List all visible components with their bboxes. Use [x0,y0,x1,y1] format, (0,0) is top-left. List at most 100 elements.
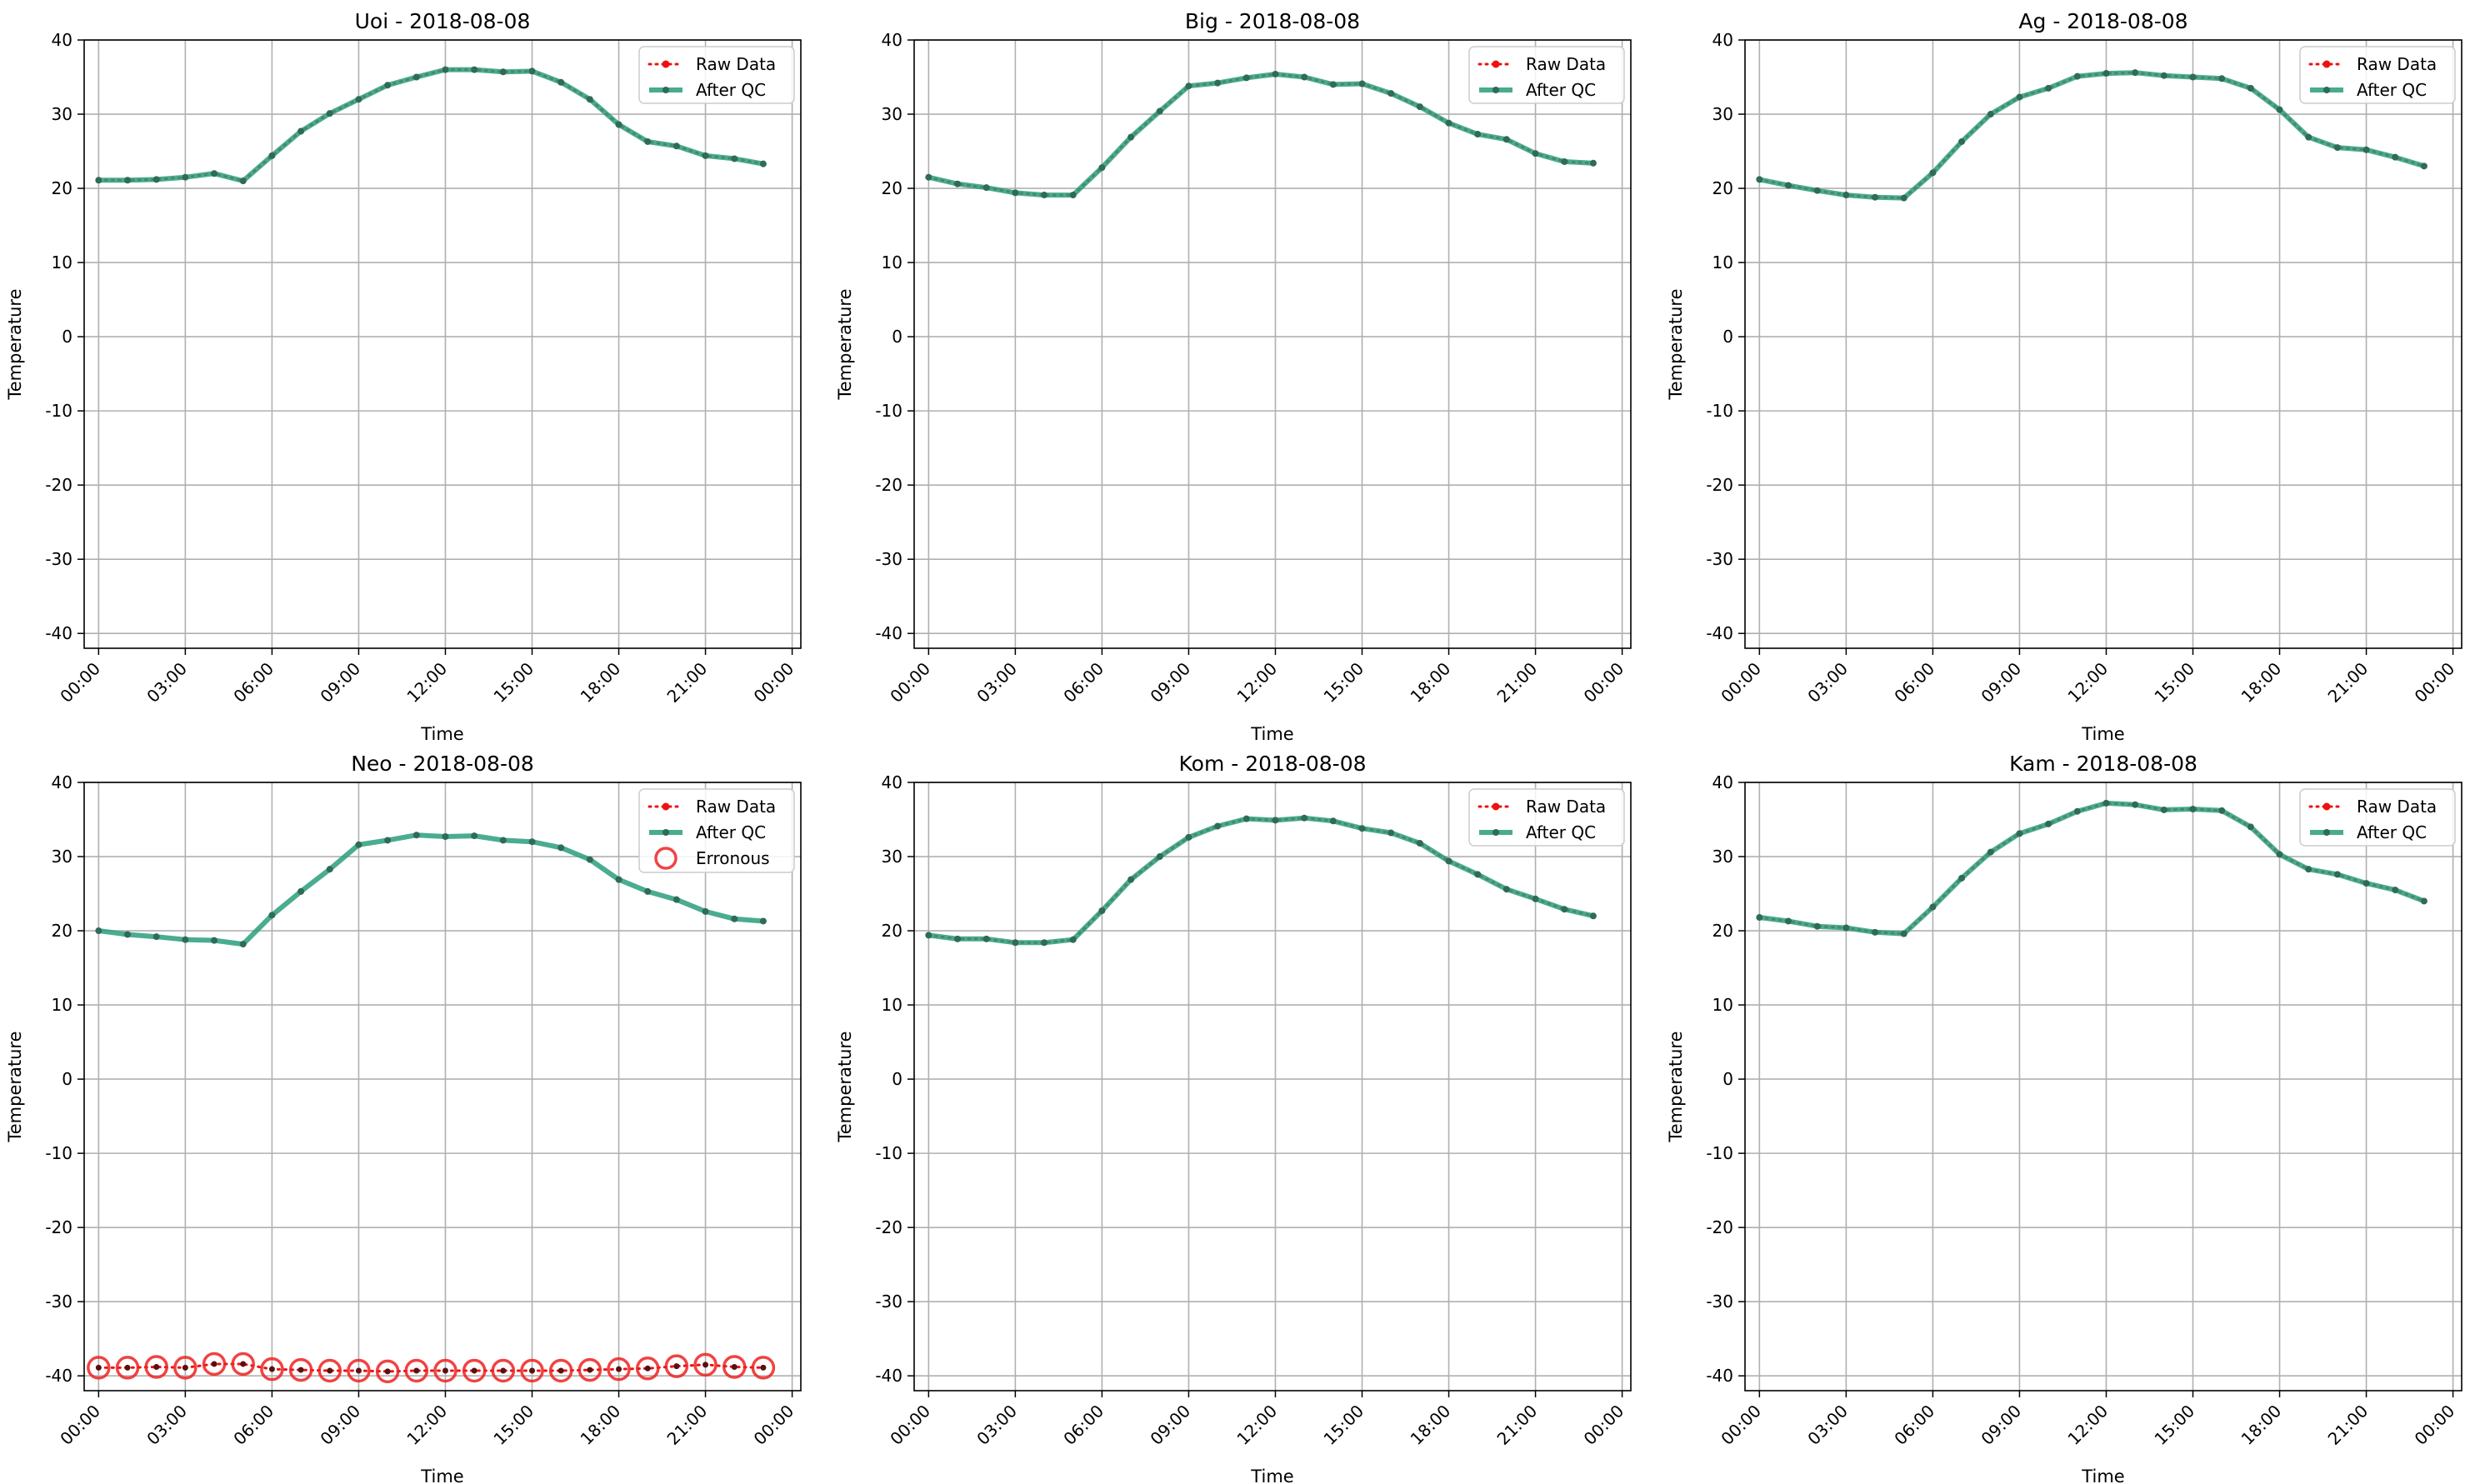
point-erroneous [318,1358,342,1383]
point-qc [1329,81,1337,88]
point-qc [1756,176,1763,183]
x-tick-label: 00:00 [750,658,798,707]
point-qc [1958,137,1966,145]
x-tick-label: 03:00 [1803,1401,1852,1449]
legend: Raw Data After QC [638,46,795,104]
y-tick-label: -30 [45,549,72,569]
x-tick-label: 21:00 [2324,658,2372,707]
x-axis-label: Time [2081,1467,2124,1484]
point-erroneous [260,1357,284,1382]
point-raw [644,1365,651,1372]
x-tick-label: 06:00 [1890,658,1938,707]
point-qc [471,66,478,73]
point-raw [760,1364,767,1371]
point-qc [586,96,593,103]
point-erroneous [751,1356,776,1380]
point-qc [1756,914,1763,922]
point-qc [1502,886,1510,893]
point-qc [95,927,102,935]
point-qc [2247,84,2254,92]
point-qc [1929,903,1937,911]
point-erroneous [607,1357,631,1382]
legend-qc-marker [2323,829,2330,836]
y-tick-label: 10 [52,252,72,272]
point-erroneous [288,1357,313,1382]
point-qc [182,936,189,943]
x-tick-label: 00:00 [886,658,934,707]
x-tick-label: 21:00 [663,1401,712,1449]
chart-title: Kom - 2018-08-08 [1179,752,1367,776]
legend-raw-marker [662,802,670,811]
y-axis-label: Temperature [835,288,855,400]
x-tick-label: 15:00 [2150,1401,2198,1449]
point-qc [1185,833,1192,841]
point-qc [558,78,565,86]
x-tick-label: 00:00 [886,1401,934,1449]
point-qc [586,856,593,863]
y-tick-label: -20 [1706,1217,1733,1237]
x-tick-label: 15:00 [1319,658,1368,707]
point-qc [182,173,189,181]
legend-raw-marker [2322,60,2331,68]
y-tick-label: 30 [882,104,902,124]
series-qc-line [928,815,1594,946]
series-qc-line [98,832,764,947]
point-qc [1589,159,1597,167]
x-tick-label: 12:00 [1232,1401,1281,1449]
y-tick-label: -20 [1706,475,1733,495]
x-tick-label: 00:00 [1717,658,1765,707]
point-qc [1474,871,1482,878]
x-tick-label: 03:00 [972,658,1021,707]
point-qc [1185,82,1192,90]
y-tick-label: -30 [875,1292,902,1312]
point-raw [500,1367,507,1374]
legend-qc-label: After QC [1526,80,1596,100]
y-tick-label: -30 [1706,1292,1733,1312]
point-raw [355,1367,362,1374]
y-tick-label: 40 [1712,30,1733,50]
point-qc [471,832,478,840]
subplot-4: 40 30 20 10 0 -10 -20 -30 -40 00:00 03:00 06:00 09:0… [835,752,1632,1484]
point-qc [355,841,362,848]
point-qc [2420,162,2428,170]
y-tick-label: -10 [875,1143,902,1163]
point-qc [1785,917,1792,925]
x-tick-label: 18:00 [2238,658,2286,707]
point-qc [2276,851,2283,858]
point-qc [954,180,962,187]
x-tick-label: 18:00 [577,658,625,707]
y-tick-label: 30 [52,104,72,124]
y-tick-label: -30 [1706,549,1733,569]
x-tick-label: 03:00 [972,1401,1021,1449]
point-raw [124,1364,131,1371]
point-qc [759,160,767,167]
point-qc [954,935,962,942]
point-qc [2305,866,2312,873]
subplot-1: 40 30 20 10 0 -10 -20 -30 -40 00:00 03:00 06:00 09:0… [835,9,1632,744]
chart-title: Neo - 2018-08-08 [351,752,534,776]
point-qc [1502,136,1510,143]
point-qc [1416,103,1423,111]
point-erroneous [202,1352,227,1377]
legend-raw-marker [1492,802,1500,811]
point-raw [702,1362,709,1368]
point-qc [412,832,420,839]
point-erroneous [722,1355,747,1379]
y-tick-label: 0 [62,327,72,347]
point-qc [644,137,652,145]
axes-frame [1744,782,2462,1392]
y-axis-label: Temperature [5,288,25,400]
legend-raw-label: Raw Data [2357,797,2437,817]
point-qc [615,121,622,128]
point-qc [1069,192,1077,199]
legend-raw-marker [1492,60,1500,68]
point-qc [1388,90,1395,97]
legend: Raw Data After QC Erronous [638,788,795,873]
axes-frame [1744,39,2462,649]
point-qc [442,66,449,73]
y-axis-label: Temperature [1666,288,1686,400]
point-qc [1445,119,1452,127]
chart-title: Big - 2018-08-08 [1185,9,1360,33]
point-qc [702,907,709,915]
